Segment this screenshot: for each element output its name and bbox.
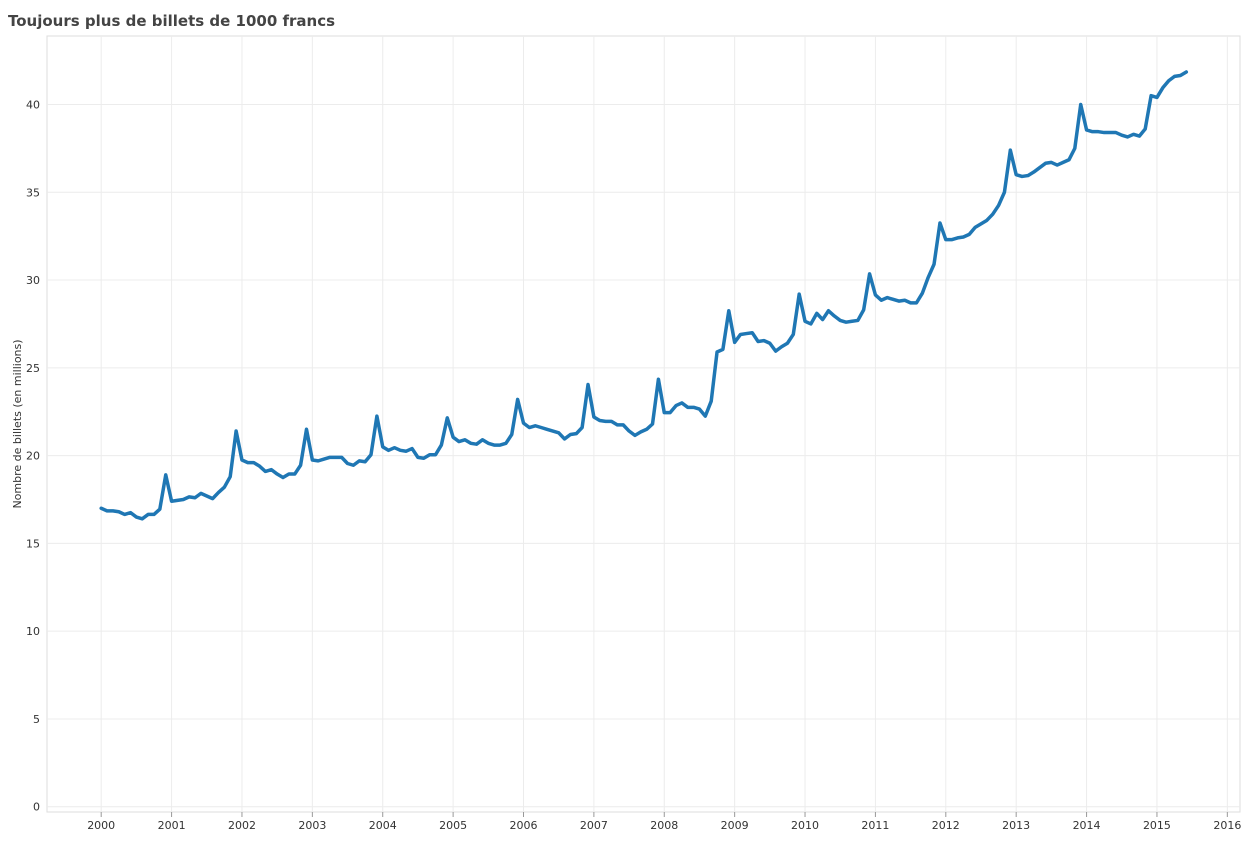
x-tick-label: 2016	[1213, 819, 1241, 832]
line	[99, 70, 1189, 521]
x-tick-label: 2004	[369, 819, 397, 832]
x-tick-label: 2014	[1073, 819, 1101, 832]
x-tick-label: 2015	[1143, 819, 1171, 832]
chart-title: Toujours plus de billets de 1000 francs	[8, 12, 335, 30]
x-tick-label: 2007	[580, 819, 608, 832]
x-tick-label: 2006	[509, 819, 537, 832]
x-tick-label: 2011	[861, 819, 889, 832]
x-tick-label: 2012	[932, 819, 960, 832]
y-tick-label: 30	[26, 274, 40, 287]
y-tick-label: 0	[33, 801, 40, 814]
x-tick-label: 2008	[650, 819, 678, 832]
y-tick-label: 25	[26, 362, 40, 375]
y-tick-label: 40	[26, 98, 40, 111]
x-tick-label: 2010	[791, 819, 819, 832]
x-tick-label: 2001	[158, 819, 186, 832]
y-tick-label: 20	[26, 450, 40, 463]
x-tick-label: 2002	[228, 819, 256, 832]
x-tick-label: 2003	[298, 819, 326, 832]
y-axis-label: Nombre de billets (en millions)	[11, 339, 24, 508]
x-tick-label: 2013	[1002, 819, 1030, 832]
y-tick-label: 10	[26, 625, 40, 638]
y-tick-label: 35	[26, 186, 40, 199]
plot-frame	[46, 35, 1241, 813]
x-tick-label: 2005	[439, 819, 467, 832]
y-tick-label: 15	[26, 537, 40, 550]
y-tick-label: 5	[33, 713, 40, 726]
x-tick-label: 2009	[721, 819, 749, 832]
x-tick-label: 2000	[87, 819, 115, 832]
